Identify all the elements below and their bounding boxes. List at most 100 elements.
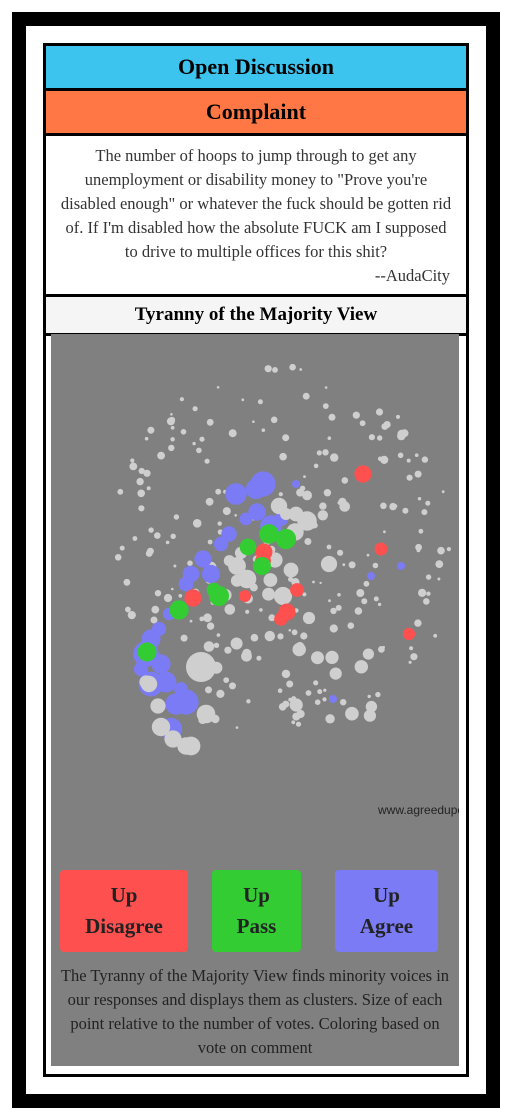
vote-point	[171, 587, 174, 591]
vote-point	[154, 532, 161, 539]
vote-point	[223, 677, 230, 683]
vote-point	[264, 365, 272, 373]
vote-point	[272, 367, 278, 373]
opinion-cluster-plot[interactable]	[51, 334, 459, 854]
vote-point	[302, 611, 316, 625]
vote-point	[206, 622, 215, 630]
vote-agree-button[interactable]: Up Agree	[335, 870, 438, 952]
vote-point	[418, 588, 427, 597]
vote-point	[410, 653, 418, 661]
vote-point	[362, 648, 374, 660]
vote-point	[341, 477, 349, 484]
vote-point	[242, 648, 252, 658]
vote-point	[329, 695, 337, 703]
vote-point	[300, 632, 308, 640]
vote-point	[292, 480, 300, 488]
vote-pass-line1: Up	[243, 883, 270, 907]
vote-point	[347, 622, 355, 629]
vote-point	[186, 652, 216, 682]
vote-point	[280, 508, 292, 520]
vote-point	[292, 712, 301, 721]
vote-point	[170, 437, 175, 442]
vote-point	[302, 490, 312, 501]
vote-point	[268, 614, 276, 622]
vote-point	[327, 436, 332, 440]
vote-point	[409, 646, 414, 651]
vote-point	[204, 458, 210, 464]
vote-point	[372, 562, 379, 569]
vote-point	[143, 469, 151, 477]
vote-point	[437, 546, 445, 555]
vote-point	[239, 538, 257, 556]
vote-point	[178, 576, 194, 592]
vote-point	[181, 736, 201, 756]
vote-point	[354, 660, 368, 674]
vote-point	[250, 471, 276, 497]
vote-point	[329, 667, 342, 680]
vote-point	[282, 700, 290, 708]
vote-point	[125, 606, 131, 613]
vote-point	[352, 411, 360, 419]
vote-point	[215, 488, 222, 495]
vote-point	[330, 453, 339, 462]
vote-point	[221, 526, 237, 542]
vote-point	[414, 619, 422, 627]
vote-point	[279, 452, 287, 461]
vote-point	[317, 689, 323, 695]
vote-point	[196, 704, 216, 724]
vote-point	[366, 553, 370, 557]
vote-point	[170, 533, 176, 539]
vote-point	[377, 602, 382, 607]
vote-point	[426, 591, 431, 596]
vote-point	[168, 444, 175, 452]
vote-point	[423, 598, 430, 605]
vote-point	[146, 486, 151, 491]
vote-point	[165, 540, 170, 545]
vote-point	[119, 545, 125, 551]
vote-point	[317, 510, 328, 521]
vote-point	[256, 655, 262, 661]
vote-point	[213, 642, 220, 648]
vote-point	[402, 627, 416, 641]
vote-point	[437, 577, 441, 581]
vote-point	[145, 550, 153, 557]
vote-point	[206, 582, 222, 598]
vote-point	[396, 414, 400, 419]
vote-point	[173, 564, 177, 568]
page: Open Discussion Complaint The number of …	[26, 26, 486, 1094]
vote-point	[138, 505, 145, 512]
vote-point	[270, 416, 278, 424]
vote-point	[151, 717, 171, 737]
comment-text: The number of hoops to jump through to g…	[60, 146, 452, 261]
vote-point	[302, 592, 307, 597]
vote-point	[414, 470, 422, 478]
vote-point	[418, 528, 424, 534]
vote-point	[203, 641, 215, 652]
vote-point	[180, 429, 187, 435]
vote-point	[325, 714, 335, 724]
vote-point	[148, 527, 154, 533]
vote-point	[192, 519, 202, 528]
vote-point	[133, 661, 149, 677]
vote-pass-button[interactable]: Up Pass	[212, 870, 301, 952]
vote-point	[150, 616, 158, 624]
page-title: Open Discussion	[46, 46, 466, 91]
view-explanation: The Tyranny of the Majority View finds m…	[60, 966, 450, 1057]
vote-point	[259, 608, 263, 612]
vote-disagree-line1: Up	[110, 883, 138, 907]
vote-point	[290, 583, 304, 597]
vote-point	[289, 698, 303, 712]
vote-disagree-button[interactable]: Up Disagree	[60, 870, 188, 952]
vote-point	[283, 562, 299, 578]
vote-point	[228, 429, 237, 438]
vote-point	[354, 607, 363, 615]
vote-point	[114, 554, 122, 561]
vote-point	[425, 574, 432, 580]
vote-point	[127, 611, 136, 620]
vote-point	[230, 637, 243, 650]
vote-point	[151, 605, 160, 614]
vote-point	[340, 699, 347, 706]
vote-point	[373, 596, 379, 602]
vote-point	[252, 635, 259, 642]
vote-point	[305, 690, 312, 696]
